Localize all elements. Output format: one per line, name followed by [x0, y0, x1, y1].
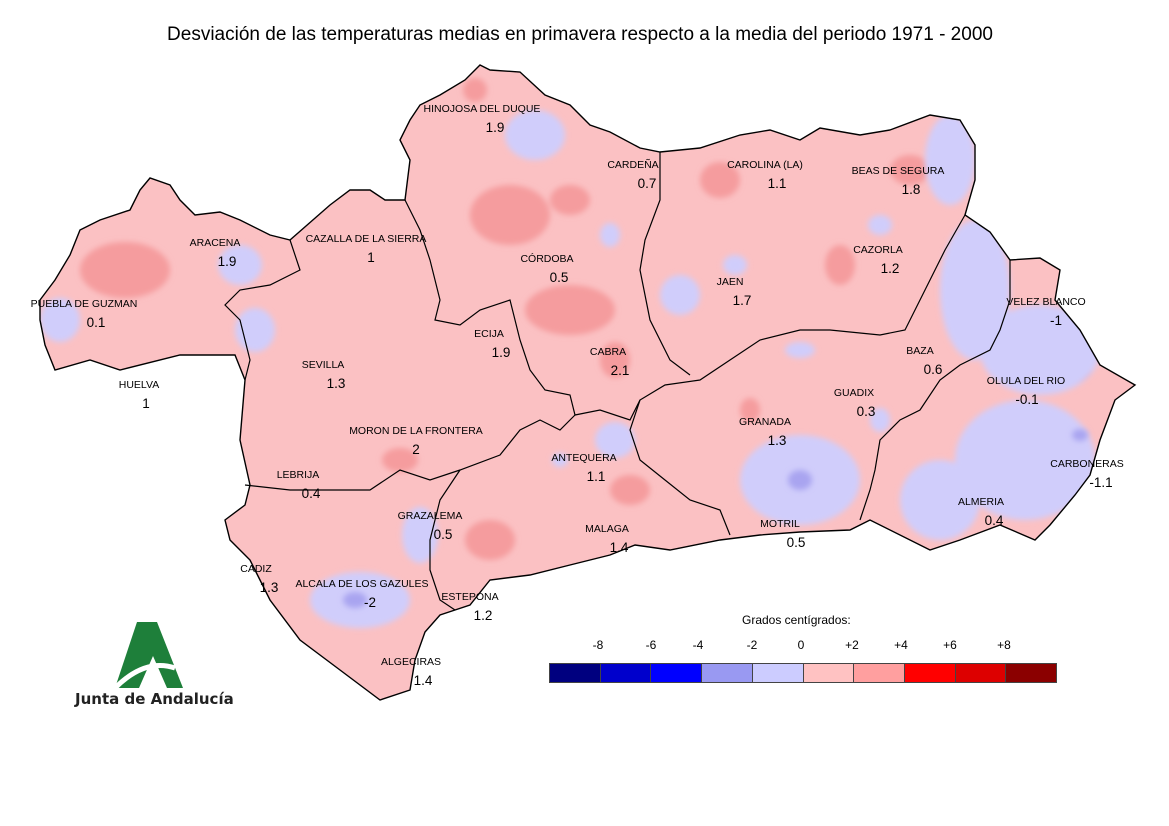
- station-value: 1.9: [218, 254, 237, 269]
- legend-tick-label: +6: [943, 638, 957, 652]
- station-name: BAZA: [906, 345, 933, 357]
- station-value: 0.1: [87, 315, 106, 330]
- station-name: ANTEQUERA: [551, 452, 616, 464]
- station-name: OLULA DEL RIO: [987, 375, 1065, 387]
- station-value: 0.3: [857, 404, 876, 419]
- station-name: MOTRIL: [760, 518, 800, 530]
- station-name: GRANADA: [739, 416, 791, 428]
- map-title: Desviación de las temperaturas medias en…: [167, 24, 993, 45]
- legend-swatch: [702, 664, 753, 682]
- station-value: 0.5: [787, 535, 806, 550]
- station-value: 1.2: [474, 608, 493, 623]
- station-name: CARDEÑA: [607, 158, 658, 171]
- station-name: CAROLINA (LA): [727, 159, 803, 171]
- legend-tick-label: 0: [797, 638, 805, 652]
- legend-tick-label: -4: [692, 638, 704, 652]
- station-value: 2.1: [611, 363, 630, 378]
- station-value: 0.6: [924, 362, 943, 377]
- station-name: CAZALLA DE LA SIERRA: [306, 233, 427, 245]
- legend-swatch: [651, 664, 703, 682]
- station-value: -0.1: [1015, 392, 1038, 407]
- station-name: ECIJA: [474, 328, 504, 340]
- station-name: JAEN: [717, 276, 744, 288]
- station-value: 1.9: [486, 120, 505, 135]
- legend-tick-label: -8: [592, 638, 604, 652]
- station-value: 1.7: [733, 293, 752, 308]
- station-value: 1.9: [492, 345, 511, 360]
- legend-swatch: [904, 664, 956, 682]
- station-name: HUELVA: [119, 379, 159, 391]
- legend-swatch: [955, 664, 1007, 682]
- station-name: ALMERIA: [958, 496, 1004, 508]
- station-name: SEVILLA: [302, 359, 345, 371]
- station-name: HINOJOSA DEL DUQUE: [424, 103, 541, 115]
- legend-tick-label: +8: [997, 638, 1011, 652]
- station-value: 1.3: [768, 433, 787, 448]
- station-value: 1: [367, 250, 375, 265]
- legend-swatch: [1006, 664, 1057, 682]
- junta-logo: Junta de Andalucía: [75, 618, 235, 714]
- station-name: PUEBLA DE GUZMAN: [31, 298, 138, 310]
- station-value: -1: [1050, 313, 1062, 328]
- legend-title: Grados centígrados:: [742, 613, 851, 627]
- station-value: 1.4: [414, 673, 433, 688]
- station-value: 1.2: [881, 261, 900, 276]
- station-value: 0.4: [985, 513, 1004, 528]
- station-name: GRAZALEMA: [398, 510, 463, 522]
- station-name: BEAS DE SEGURA: [852, 165, 945, 177]
- station-value: 1.1: [587, 469, 606, 484]
- station-value: 1.3: [327, 376, 346, 391]
- station-name: VELEZ BLANCO: [1006, 296, 1085, 308]
- station-labels: HINOJOSA DEL DUQUE 1.9 CARDEÑA 0.7 CAROLINA …: [31, 103, 1124, 688]
- station-value: 1.8: [902, 182, 921, 197]
- legend-tick-label: +2: [845, 638, 859, 652]
- legend-swatch: [600, 664, 652, 682]
- station-value: 0.5: [434, 527, 453, 542]
- station-value: -2: [364, 595, 376, 610]
- station-value: 1.1: [768, 176, 787, 191]
- station-name: ESTEPONA: [441, 591, 498, 603]
- logo-text: Junta de Andalucía: [75, 690, 234, 708]
- station-value: 1.3: [260, 580, 279, 595]
- station-name: ALCALA DE LOS GAZULES: [295, 578, 428, 590]
- station-value: 0.4: [302, 486, 321, 501]
- station-name: CÓRDOBA: [520, 252, 573, 265]
- station-value: 0.7: [638, 176, 657, 191]
- junta-logo-mark-icon: [113, 622, 183, 690]
- legend-swatch: [752, 664, 804, 682]
- station-name: MORON DE LA FRONTERA: [349, 425, 483, 437]
- legend-swatch: [550, 664, 601, 682]
- station-name: ALGECIRAS: [381, 656, 441, 668]
- legend-tick-label: -6: [645, 638, 657, 652]
- station-name: ARACENA: [190, 237, 241, 249]
- legend-color-bar: [549, 663, 1057, 683]
- station-value: 1.4: [610, 540, 629, 555]
- station-name: CARBONERAS: [1050, 458, 1124, 470]
- station-name: LEBRIJA: [277, 469, 320, 481]
- station-name: GUADIX: [834, 387, 874, 399]
- station-value: 2: [412, 442, 420, 457]
- legend-swatch: [854, 664, 905, 682]
- station-value: -1.1: [1089, 475, 1112, 490]
- station-value: 0.5: [550, 270, 569, 285]
- station-name: CADIZ: [240, 563, 272, 575]
- station-value: 1: [142, 396, 150, 411]
- station-name: MALAGA: [585, 523, 629, 535]
- legend-tick-label: +4: [894, 638, 908, 652]
- station-name: CABRA: [590, 346, 626, 358]
- station-name: CAZORLA: [853, 244, 903, 256]
- legend-swatch: [803, 664, 855, 682]
- legend-tick-label: -2: [746, 638, 758, 652]
